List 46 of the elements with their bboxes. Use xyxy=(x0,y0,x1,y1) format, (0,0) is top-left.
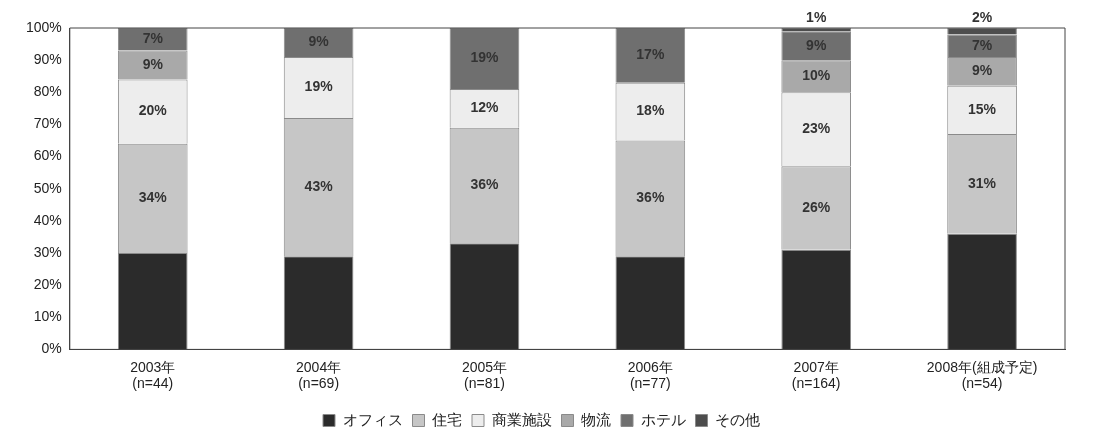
y-tick-label: 100% xyxy=(25,18,62,35)
x-tick-label: 2003年 (n=44) xyxy=(130,358,176,392)
y-tick-label: 0% xyxy=(41,340,62,357)
data-label: 9% xyxy=(308,33,330,50)
data-label: 20% xyxy=(138,102,168,119)
y-tick-label: 30% xyxy=(33,243,62,260)
data-label: 43% xyxy=(304,177,334,194)
legend-label: 商業施設 xyxy=(491,410,552,428)
data-label: 9% xyxy=(806,36,827,53)
data-label: 17% xyxy=(636,46,665,63)
legend-label: その他 xyxy=(715,410,760,428)
data-label: 15% xyxy=(968,100,997,117)
data-label: 2% xyxy=(971,8,993,25)
data-label: 18% xyxy=(636,102,665,119)
x-tick-label: 2005年 (n=81) xyxy=(461,358,508,392)
data-label: 10% xyxy=(802,67,831,84)
data-label: 36% xyxy=(470,176,500,193)
x-tick-label: 2004年 (n=69) xyxy=(296,358,342,392)
data-label: 34% xyxy=(138,189,168,206)
data-label: 23% xyxy=(802,120,831,137)
legend-label: 住宅 xyxy=(431,410,462,428)
data-label: 7% xyxy=(142,30,164,47)
data-label: 7% xyxy=(971,36,993,53)
x-tick-label: 2008年(組成予定) (n=54) xyxy=(926,358,1038,392)
y-tick-label: 90% xyxy=(33,51,62,67)
y-tick-label: 70% xyxy=(33,115,62,132)
data-label: 31% xyxy=(968,174,997,191)
y-tick-label: 20% xyxy=(33,275,62,292)
data-label: 26% xyxy=(802,198,831,215)
data-label: 1% xyxy=(806,8,827,25)
y-tick-label: 10% xyxy=(33,308,62,325)
y-tick-label: 80% xyxy=(33,83,62,100)
data-label: 9% xyxy=(971,62,993,79)
legend-label: 物流 xyxy=(581,410,611,428)
data-label: 36% xyxy=(636,189,665,206)
y-tick-label: 60% xyxy=(33,147,62,164)
legend-label: ホテル xyxy=(640,410,686,428)
y-tick-label: 40% xyxy=(33,211,62,228)
x-tick-label: 2006年 (n=77) xyxy=(627,358,673,392)
data-label: 9% xyxy=(142,55,164,72)
y-tick-label: 50% xyxy=(33,179,62,196)
data-label: 19% xyxy=(304,78,334,95)
data-label: 12% xyxy=(470,99,500,116)
data-label: 19% xyxy=(470,49,500,66)
x-tick-label: 2007年 (n=164) xyxy=(791,358,841,392)
legend-label: オフィス xyxy=(342,410,403,428)
